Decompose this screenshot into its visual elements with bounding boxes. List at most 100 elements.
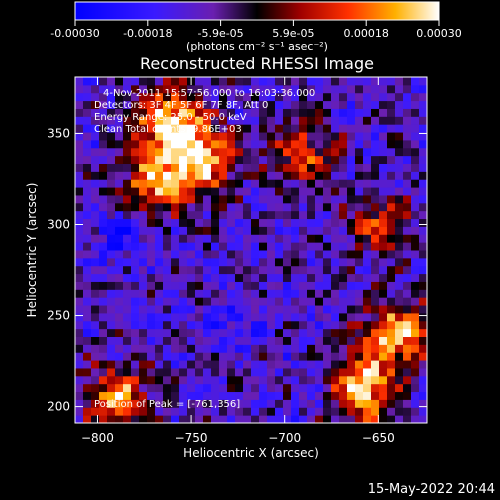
- heatmap-cell: [75, 367, 84, 377]
- heatmap-cell: [83, 257, 92, 267]
- heatmap-cell: [83, 202, 92, 212]
- heatmap-cell: [179, 312, 188, 322]
- heatmap-cell: [307, 202, 316, 212]
- heatmap-cell: [187, 391, 196, 400]
- heatmap-cell: [195, 289, 204, 298]
- heatmap-cell: [379, 415, 388, 423]
- heatmap-cell: [163, 132, 172, 141]
- heatmap-cell: [83, 194, 92, 204]
- heatmap-cell: [139, 399, 148, 408]
- heatmap-cell: [395, 202, 404, 212]
- heatmap-cell: [147, 344, 156, 353]
- heatmap-cell: [339, 297, 348, 306]
- heatmap-cell: [315, 187, 324, 196]
- heatmap-cell: [267, 328, 276, 337]
- heatmap-cell: [347, 383, 356, 393]
- y-tick-label: 200: [47, 400, 70, 414]
- heatmap-cell: [347, 273, 356, 282]
- heatmap-cell: [219, 344, 228, 353]
- heatmap-cell: [339, 210, 348, 220]
- heatmap-cell: [171, 297, 180, 306]
- heatmap-cell: [203, 289, 212, 298]
- heatmap-cell: [403, 226, 412, 235]
- heatmap-cell: [179, 84, 188, 94]
- heatmap-cell: [123, 202, 132, 212]
- heatmap-cell: [235, 289, 244, 298]
- heatmap-cell: [355, 92, 364, 102]
- heatmap-cell: [339, 108, 348, 117]
- heatmap-cell: [387, 194, 396, 204]
- heatmap-cell: [299, 171, 308, 180]
- heatmap-cell: [123, 179, 132, 188]
- heatmap-cell: [203, 124, 212, 133]
- heatmap-cell: [219, 383, 228, 393]
- heatmap-cell: [299, 100, 308, 109]
- heatmap-cell: [179, 163, 188, 172]
- heatmap-cell: [379, 383, 388, 393]
- heatmap-cell: [347, 297, 356, 306]
- heatmap-cell: [419, 92, 427, 102]
- heatmap-cell: [323, 367, 332, 377]
- heatmap-cell: [259, 132, 268, 141]
- heatmap-cell: [139, 289, 148, 298]
- heatmap-cell: [123, 265, 132, 275]
- heatmap-cell: [227, 352, 236, 361]
- heatmap-cell: [267, 360, 276, 369]
- heatmap-cell: [307, 352, 316, 361]
- colorbar-tick-label: 0.00030: [416, 27, 462, 40]
- heatmap-cell: [339, 187, 348, 196]
- heatmap-cell: [419, 226, 427, 235]
- heatmap-cell: [283, 179, 292, 188]
- heatmap-cell: [211, 352, 220, 361]
- heatmap-cell: [403, 289, 412, 298]
- heatmap-cell: [403, 100, 412, 109]
- heatmap-cell: [283, 210, 292, 220]
- heatmap-cell: [203, 257, 212, 267]
- heatmap-cell: [91, 305, 100, 314]
- heatmap-cell: [315, 171, 324, 180]
- heatmap-cell: [379, 139, 388, 149]
- heatmap-cell: [163, 383, 172, 393]
- heatmap-cell: [355, 273, 364, 282]
- heatmap-cell: [155, 328, 164, 337]
- heatmap-cell: [379, 281, 388, 290]
- heatmap-cell: [211, 415, 220, 423]
- heatmap-cell: [219, 194, 228, 204]
- heatmap-cell: [283, 171, 292, 180]
- heatmap-cell: [171, 415, 180, 423]
- heatmap-cell: [283, 352, 292, 361]
- heatmap-cell: [267, 391, 276, 400]
- heatmap-cell: [411, 367, 420, 377]
- heatmap-cell: [275, 257, 284, 267]
- heatmap-cell: [187, 297, 196, 306]
- heatmap-cell: [211, 367, 220, 377]
- heatmap-cell: [163, 415, 172, 423]
- heatmap-cell: [139, 360, 148, 369]
- heatmap-cell: [163, 163, 172, 172]
- heatmap-cell: [147, 210, 156, 220]
- heatmap-cell: [411, 328, 420, 337]
- heatmap-cell: [387, 367, 396, 377]
- heatmap-cell: [107, 391, 116, 400]
- heatmap-cell: [195, 407, 204, 416]
- heatmap-cell: [147, 171, 156, 180]
- heatmap-cell: [179, 242, 188, 251]
- heatmap-cell: [307, 312, 316, 322]
- heatmap-cell: [267, 250, 276, 259]
- heatmap-cell: [323, 202, 332, 212]
- heatmap-cell: [307, 124, 316, 133]
- heatmap-cell: [323, 163, 332, 172]
- colorbar: -0.00030 -0.00018 -5.9e-05 5.9e-05 0.00018 0.…: [50, 1, 462, 53]
- heatmap-cell: [379, 116, 388, 125]
- heatmap-cell: [267, 312, 276, 322]
- heatmap-cell: [299, 273, 308, 282]
- heatmap-cell: [323, 305, 332, 314]
- heatmap-cell: [315, 155, 324, 164]
- heatmap-cell: [163, 336, 172, 345]
- heatmap-cell: [259, 407, 268, 416]
- heatmap-cell: [275, 132, 284, 141]
- heatmap-cell: [131, 210, 140, 220]
- heatmap-cell: [323, 391, 332, 400]
- heatmap-cell: [323, 257, 332, 267]
- heatmap-cell: [315, 257, 324, 267]
